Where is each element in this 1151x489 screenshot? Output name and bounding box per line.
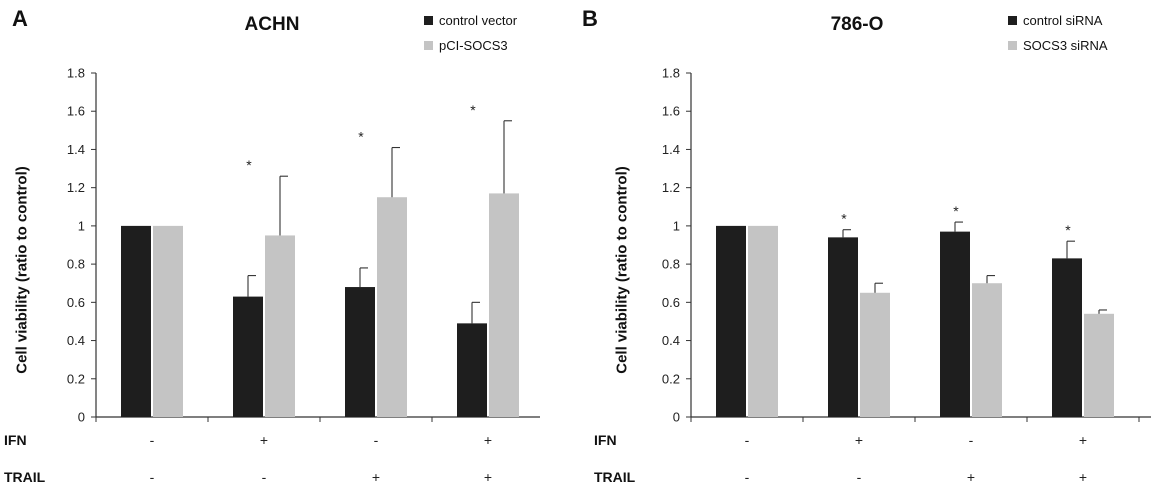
bar [457, 323, 487, 417]
y-tick-label: 0.8 [67, 257, 85, 272]
legend-label: pCI-SOCS3 [439, 38, 508, 53]
y-tick-label: 1.6 [662, 104, 680, 119]
legend-swatch [1008, 16, 1017, 25]
treatment-row-label: TRAIL [594, 469, 636, 485]
bar [489, 193, 519, 417]
legend: control siRNA SOCS3 siRNA [1008, 8, 1108, 58]
chart-panel-b: B 786-O control siRNA SOCS3 siRNA Cell v… [576, 0, 1151, 489]
legend-label: control siRNA [1023, 13, 1103, 28]
legend-item: pCI-SOCS3 [424, 33, 517, 58]
treatment-row-label: IFN [594, 432, 617, 448]
significance-mark: * [1065, 222, 1071, 238]
treatment-sign: - [374, 432, 379, 448]
legend-swatch [424, 41, 433, 50]
bar [860, 292, 890, 417]
significance-mark: * [841, 211, 847, 227]
legend-item: control siRNA [1008, 8, 1108, 33]
bar [377, 197, 407, 417]
y-tick-label: 1 [78, 218, 85, 233]
chart-title: ACHN [244, 14, 300, 35]
y-tick-label: 0.4 [662, 333, 680, 348]
legend-swatch [424, 16, 433, 25]
chart-plot: 0 0.2 0.4 0.6 0.8 1 1.2 1.4 1.6 1.8 - - * + - * - + * + + IFN… [594, 66, 1151, 485]
legend-item: SOCS3 siRNA [1008, 33, 1108, 58]
treatment-sign: + [260, 432, 268, 448]
treatment-sign: - [150, 432, 155, 448]
bar [972, 283, 1002, 417]
treatment-sign: + [1079, 432, 1087, 448]
panel-letter: A [12, 6, 28, 31]
treatment-sign: + [855, 432, 863, 448]
treatment-row-label: IFN [4, 432, 27, 448]
significance-mark: * [953, 203, 959, 219]
significance-mark: * [358, 129, 364, 145]
bar [1084, 313, 1114, 417]
bar [748, 225, 778, 417]
y-tick-label: 0 [78, 410, 85, 425]
treatment-sign: - [150, 469, 155, 485]
y-tick-label: 0.2 [662, 371, 680, 386]
legend: control vector pCI-SOCS3 [424, 8, 517, 58]
y-tick-label: 0.6 [662, 295, 680, 310]
bar [121, 225, 151, 417]
bar [1052, 258, 1082, 417]
legend-item: control vector [424, 8, 517, 33]
treatment-sign: - [745, 469, 750, 485]
bar [153, 225, 183, 417]
y-tick-label: 0 [673, 410, 680, 425]
y-tick-label: 1.2 [662, 180, 680, 195]
legend-swatch [1008, 41, 1017, 50]
chart-plot: 0 0.2 0.4 0.6 0.8 1 1.2 1.4 1.6 1.8 - - * + - * - + * + + IFN… [4, 66, 540, 485]
legend-label: SOCS3 siRNA [1023, 38, 1108, 53]
bar [940, 231, 970, 417]
y-tick-label: 0.2 [67, 371, 85, 386]
chart-title: 786-O [830, 14, 884, 35]
bar [233, 296, 263, 417]
bar [828, 237, 858, 417]
treatment-sign: - [857, 469, 862, 485]
y-tick-label: 1 [673, 218, 680, 233]
y-tick-label: 1.6 [67, 104, 85, 119]
chart-panel-a: A ACHN control vector pCI-SOCS3 Cell via… [0, 0, 575, 489]
y-tick-label: 1.8 [67, 66, 85, 81]
treatment-sign: + [484, 469, 492, 485]
y-tick-label: 1.2 [67, 180, 85, 195]
treatment-sign: + [1079, 469, 1087, 485]
y-tick-label: 1.8 [662, 66, 680, 81]
treatment-row-label: TRAIL [4, 469, 46, 485]
treatment-sign: - [745, 432, 750, 448]
bar [345, 287, 375, 417]
y-tick-label: 0.8 [662, 257, 680, 272]
treatment-sign: - [969, 432, 974, 448]
bar [265, 235, 295, 417]
significance-mark: * [246, 157, 252, 173]
treatment-sign: + [967, 469, 975, 485]
y-tick-label: 1.4 [662, 142, 680, 157]
legend-label: control vector [439, 13, 518, 28]
treatment-sign: + [372, 469, 380, 485]
bar [716, 225, 746, 417]
y-tick-label: 0.4 [67, 333, 85, 348]
significance-mark: * [470, 102, 476, 118]
treatment-sign: - [262, 469, 267, 485]
treatment-sign: + [484, 432, 492, 448]
y-tick-label: 1.4 [67, 142, 85, 157]
panel-letter: B [582, 6, 598, 31]
y-tick-label: 0.6 [67, 295, 85, 310]
